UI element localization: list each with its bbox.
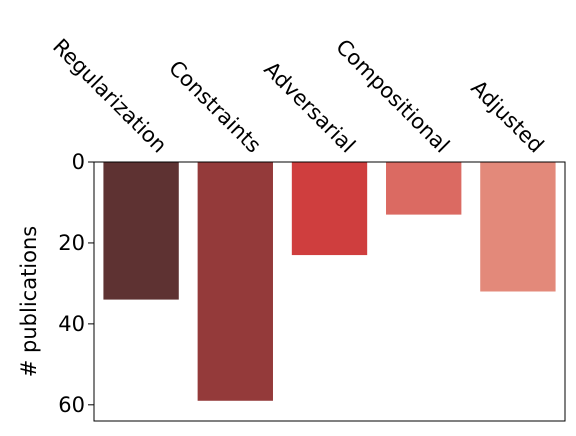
y-tick-label: 60 [58, 393, 85, 417]
category-label-adjusted: Adjusted [466, 76, 548, 158]
y-tick-label: 20 [58, 231, 85, 255]
y-tick-label: 40 [58, 312, 85, 336]
bar-compositional [386, 162, 462, 215]
y-tick-label: 0 [72, 150, 85, 174]
category-label-constraints: Constraints [164, 56, 266, 158]
category-labels: RegularizationConstraintsAdversarialComp… [48, 34, 548, 157]
category-label-adversarial: Adversarial [259, 57, 360, 158]
bar-constraints [197, 162, 273, 401]
bar-regularization [103, 162, 179, 300]
y-axis-label: # publications [17, 226, 41, 378]
y-axis-ticks: 0 20 40 60 [58, 150, 94, 417]
plot-frame [93, 161, 566, 422]
bar-adjusted [480, 162, 556, 292]
bars-layer [103, 162, 556, 401]
category-label-regularization: Regularization [48, 34, 171, 157]
bar-adversarial [291, 162, 368, 256]
